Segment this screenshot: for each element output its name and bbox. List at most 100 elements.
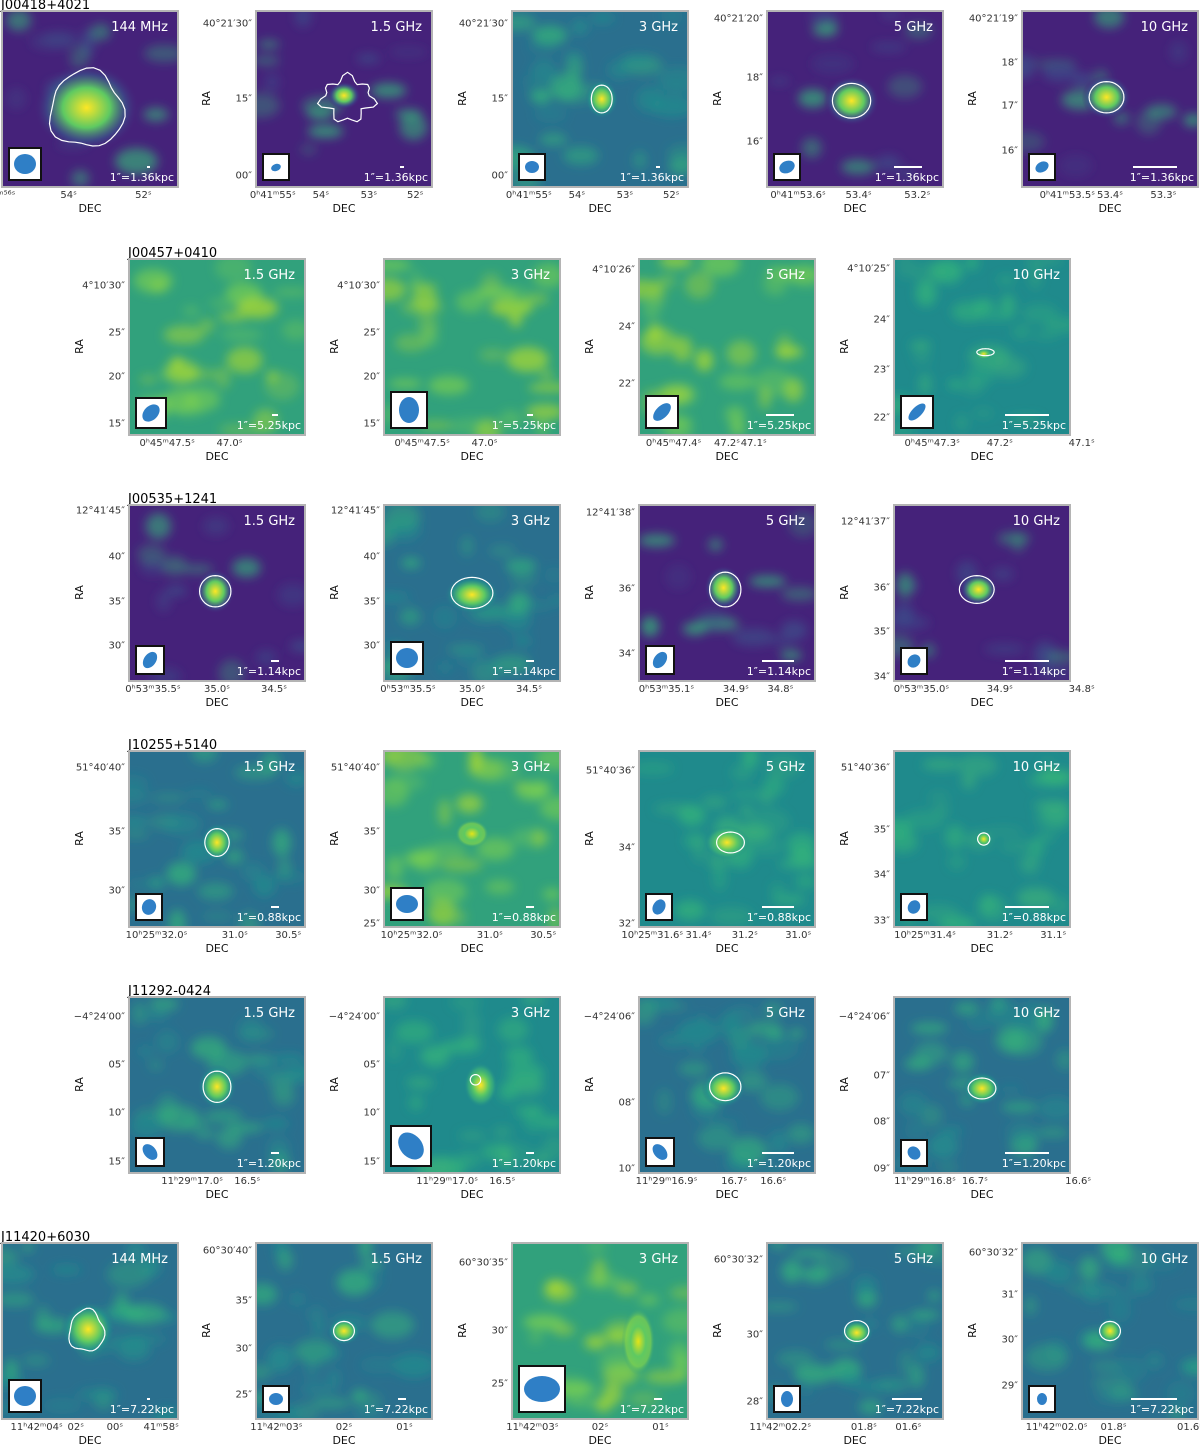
y-tick-label: 24″: [873, 314, 890, 326]
x-tick-label: 01ˢ: [396, 1422, 413, 1433]
x-tick-label: 34.8ˢ: [767, 684, 794, 695]
source-emission: [621, 1308, 655, 1375]
y-axis-label: RA: [710, 1323, 724, 1338]
radio-image-panel: 1.5 GHz 1″=1.14kpc: [128, 504, 306, 682]
radio-image-panel: 3 GHz 1″=7.22kpc: [511, 1242, 689, 1420]
radio-image-panel: 1.5 GHz 1″=7.22kpc: [255, 1242, 433, 1420]
scale-label: 1″=7.22kpc: [874, 1403, 939, 1416]
y-tick-label: 25″: [363, 918, 380, 930]
x-tick-label: 11ʰ42ᵐ04ˢ: [10, 1422, 63, 1433]
beam-ellipse: [904, 651, 924, 671]
x-tick-label: 34.9ˢ: [986, 684, 1013, 695]
scale-bar: [1131, 1398, 1177, 1400]
source-name: J10255+5140: [128, 738, 218, 753]
beam-ellipse: [269, 1393, 283, 1405]
scale-label: 1″=5.25kpc: [746, 419, 811, 432]
y-tick-label: 22″: [873, 412, 890, 424]
beam-ellipse: [649, 649, 671, 671]
y-tick-label: 25″: [108, 327, 125, 339]
beam-ellipse: [649, 897, 669, 917]
x-tick-label: 11ʰ42ᵐ03ˢ: [506, 1422, 559, 1433]
x-tick-label: 0ʰ53ᵐ35.5ˢ: [380, 684, 436, 695]
y-tick-label: 35″: [108, 596, 125, 608]
y-axis-label: RA: [965, 91, 979, 106]
y-tick-label: 51°40′36″: [840, 762, 890, 774]
x-tick-label: 0ʰ53ᵐ35.0ˢ: [893, 684, 950, 695]
radio-image-panel: 1.5 GHz 1″=1.36kpc: [255, 10, 433, 188]
source-emission: [704, 565, 744, 611]
y-axis-label: RA: [837, 1077, 851, 1092]
y-tick-label: 15″: [363, 1156, 380, 1168]
y-tick-label: 30″: [363, 885, 380, 897]
y-tick-label: 36″: [618, 583, 635, 595]
y-tick-label: 30″: [1001, 1334, 1018, 1346]
frequency-label: 1.5 GHz: [370, 1252, 422, 1267]
source-emission: [60, 1301, 117, 1358]
x-tick-label: 10ʰ25ᵐ32.0ˢ: [380, 930, 443, 941]
scale-bar: [1005, 906, 1049, 908]
flux-contour: [204, 827, 230, 858]
radio-image-panel: 5 GHz 1″=1.20kpc: [638, 996, 816, 1174]
y-tick-label: 29″: [1001, 1380, 1018, 1392]
scale-bar: [656, 166, 660, 168]
beam-inset: [8, 147, 42, 181]
flux-contour: [708, 571, 742, 608]
y-axis-label: RA: [72, 585, 86, 600]
y-tick-label: 51°40′40″: [330, 762, 380, 774]
x-axis-label: DEC: [205, 942, 229, 955]
radio-image-panel: 10 GHz 1″=7.22kpc: [1021, 1242, 1199, 1420]
y-tick-label: 60°30′32″: [968, 1247, 1018, 1259]
x-axis-label: DEC: [843, 1434, 867, 1447]
y-tick-label: 12°41′37″: [840, 516, 890, 528]
y-axis-label: RA: [327, 831, 341, 846]
x-tick-label: 16.5ˢ: [234, 1176, 261, 1187]
x-tick-label: 54ˢ: [312, 190, 330, 201]
beam-ellipse: [524, 1376, 560, 1402]
x-tick-label: 0ʰ41ᵐ55ˢ: [505, 190, 552, 201]
frequency-label: 3 GHz: [638, 1252, 678, 1267]
beam-inset: [773, 153, 801, 181]
x-tick-label: 53.3ˢ: [1150, 190, 1177, 201]
beam-ellipse: [1037, 1393, 1047, 1405]
scale-label: 1″=1.20kpc: [1001, 1157, 1066, 1170]
beam-inset: [262, 1385, 290, 1413]
x-tick-label: 31.4ˢ: [685, 930, 712, 941]
flux-contour: [332, 1320, 356, 1342]
radio-image-panel: 144 MHz 1″=1.36kpc: [1, 10, 179, 188]
x-tick-label: 31.1ˢ: [1040, 930, 1067, 941]
y-tick-label: 4°10′26″: [592, 264, 635, 276]
x-tick-label: 47.1ˢ: [740, 438, 767, 449]
x-axis-label: DEC: [460, 1188, 484, 1201]
image-background: [895, 998, 1069, 1172]
y-tick-label: −4°24′06″: [583, 1011, 635, 1023]
x-tick-label: 35.0ˢ: [459, 684, 485, 695]
y-tick-label: 00″: [235, 170, 252, 182]
x-tick-label: 16.5ˢ: [489, 1176, 516, 1187]
beam-inset: [900, 647, 928, 675]
y-tick-label: 36″: [873, 582, 890, 594]
x-tick-label: 53.4ˢ: [845, 190, 872, 201]
x-axis-label: DEC: [205, 450, 229, 463]
x-tick-label: 11ʰ42ᵐ03ˢ: [250, 1422, 303, 1433]
scale-bar: [654, 1398, 662, 1400]
beam-ellipse: [396, 895, 418, 913]
x-tick-label: 31.2ˢ: [986, 930, 1013, 941]
scale-label: 1″=1.14kpc: [491, 665, 556, 678]
x-tick-label: 11ʰ29ᵐ17.0ˢ: [161, 1176, 223, 1187]
y-tick-label: 07″: [873, 1070, 890, 1082]
y-tick-label: 30″: [235, 1343, 252, 1355]
scale-bar: [526, 906, 534, 908]
x-tick-label: 0ʰ45ᵐ47.4ˢ: [645, 438, 702, 449]
beam-ellipse: [904, 1143, 924, 1163]
y-axis-label: RA: [199, 91, 213, 106]
flux-contour: [976, 832, 991, 846]
x-tick-label: 53ˢ: [616, 190, 634, 201]
y-tick-label: 30″: [363, 640, 380, 652]
beam-ellipse: [138, 400, 164, 426]
frequency-label: 144 MHz: [111, 1252, 168, 1267]
beam-inset: [645, 893, 673, 921]
y-tick-label: 34″: [873, 869, 890, 881]
beam-ellipse: [139, 649, 161, 671]
x-tick-label: 16.7ˢ: [721, 1176, 748, 1187]
x-axis-label: DEC: [460, 696, 484, 709]
